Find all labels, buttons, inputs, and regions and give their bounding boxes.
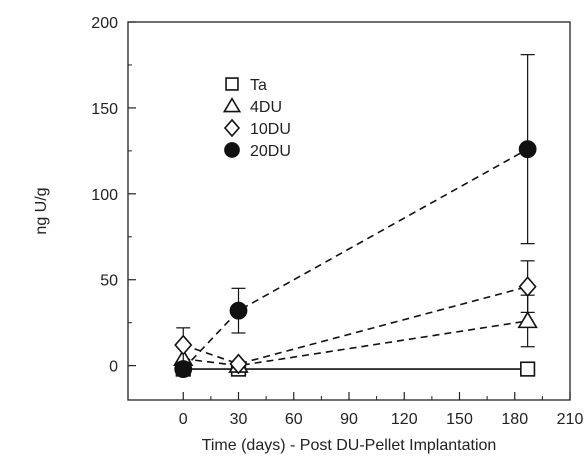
data-point xyxy=(520,361,536,377)
legend-label: 4DU xyxy=(250,99,282,116)
series-line xyxy=(182,285,528,365)
x-tick-label: 90 xyxy=(340,411,358,428)
data-point xyxy=(518,276,537,298)
data-point xyxy=(229,353,248,375)
y-tick-label: 0 xyxy=(109,359,118,376)
legend-marker xyxy=(224,142,240,158)
legend-marker xyxy=(225,77,239,91)
plot-frame xyxy=(127,21,571,401)
series-20du xyxy=(174,54,537,378)
legend-label: 20DU xyxy=(250,143,291,160)
y-tick-label: 100 xyxy=(91,187,118,204)
y-tick-label: 200 xyxy=(91,15,118,32)
x-tick-label: 120 xyxy=(391,411,418,428)
data-point xyxy=(174,360,193,378)
legend-marker xyxy=(223,118,241,138)
data-point xyxy=(518,140,537,159)
legend-marker xyxy=(222,97,242,113)
x-tick-label: 180 xyxy=(501,411,528,428)
y-axis-label: ng U/g xyxy=(33,187,50,234)
data-point xyxy=(517,310,538,329)
data-point xyxy=(229,301,248,320)
legend-label: 10DU xyxy=(250,121,291,138)
x-tick-label: 150 xyxy=(446,411,473,428)
x-tick-label: 60 xyxy=(285,411,303,428)
series-line xyxy=(183,320,528,367)
tick-marks xyxy=(128,21,571,400)
x-tick-label: 0 xyxy=(179,411,188,428)
data-point xyxy=(174,334,193,356)
y-tick-label: 50 xyxy=(100,273,118,290)
legend: Ta 4DU 10DU 20DU xyxy=(222,77,291,160)
legend-label: Ta xyxy=(250,77,267,94)
x-tick-label: 210 xyxy=(557,411,584,428)
y-tick-label: 150 xyxy=(91,101,118,118)
x-tick-label: 30 xyxy=(230,411,248,428)
series-line xyxy=(182,148,529,370)
x-axis-label: Time (days) - Post DU-Pellet Implantatio… xyxy=(202,437,497,454)
tick-labels: 0 50 100 150 200 0 30 60 90 120 150 180 210 xyxy=(91,15,583,428)
data-series xyxy=(173,54,538,378)
series-10du xyxy=(174,260,537,375)
